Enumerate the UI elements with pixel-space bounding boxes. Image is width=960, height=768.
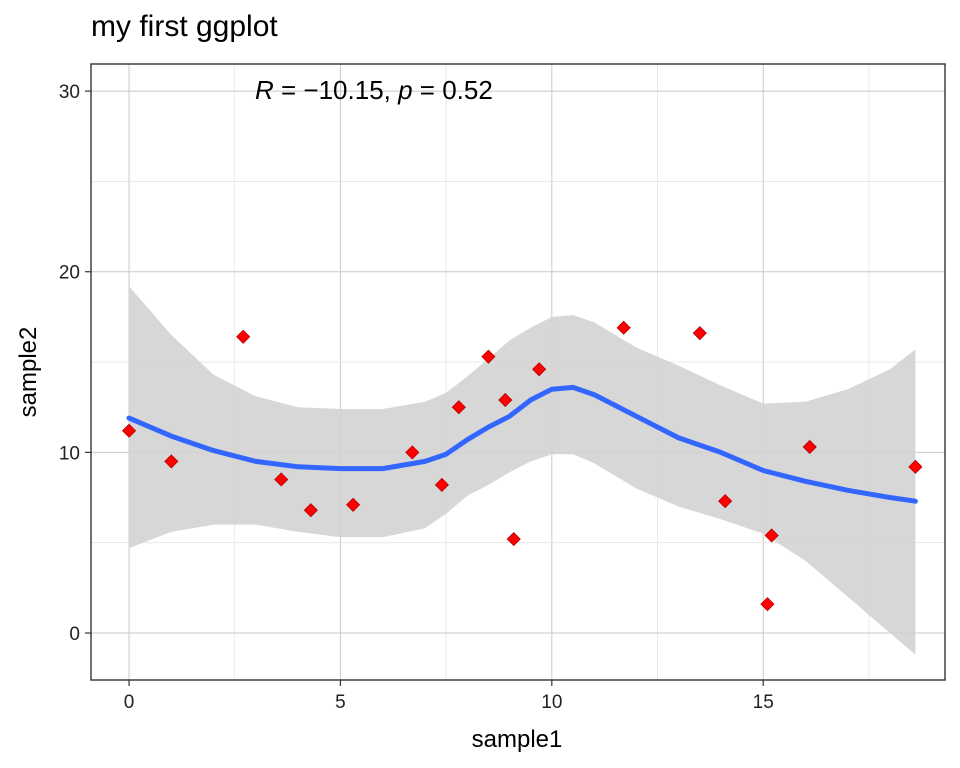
points-layer: [121, 320, 923, 612]
x-tick-label: 0: [124, 692, 135, 713]
data-point: [164, 454, 179, 469]
correlation-annotation: R = −10.15, p = 0.52: [255, 75, 493, 105]
r-label: R: [255, 75, 274, 105]
x-tick-label: 5: [335, 692, 346, 713]
p-value: = 0.52: [413, 75, 493, 105]
data-point: [692, 326, 707, 341]
data-point: [760, 597, 775, 612]
p-label: p: [397, 75, 412, 105]
data-point: [346, 497, 361, 512]
y-tick-label: 30: [59, 82, 80, 103]
data-point: [121, 423, 137, 438]
confidence-ribbon: [129, 286, 916, 655]
smooth-line-layer: [126, 384, 918, 504]
data-point: [451, 400, 466, 415]
data-point: [481, 349, 496, 364]
data-point: [506, 532, 521, 547]
data-point: [405, 445, 420, 460]
data-point: [802, 439, 817, 455]
chart-title: my first ggplot: [91, 10, 278, 43]
data-point: [908, 459, 923, 474]
data-point: [532, 362, 547, 377]
y-tick-label: 0: [69, 624, 80, 645]
data-point: [236, 329, 251, 344]
x-tick-label: 15: [753, 692, 774, 713]
data-point: [616, 320, 631, 335]
data-point: [498, 392, 513, 408]
data-point: [274, 472, 289, 487]
x-axis-label: sample1: [472, 726, 563, 753]
smooth-line: [126, 384, 918, 504]
ticks-layer: 0 5 10 15 0 10 20 30: [59, 82, 774, 713]
x-tick-label: 10: [541, 692, 562, 713]
y-tick-label: 10: [59, 443, 80, 464]
data-point: [303, 503, 318, 518]
data-point: [764, 528, 779, 543]
data-point: [434, 477, 449, 492]
confidence-ribbon-layer: [129, 286, 916, 655]
y-axis-label: sample2: [15, 327, 42, 418]
y-tick-label: 20: [59, 263, 80, 284]
panel-border: [90, 63, 946, 681]
data-point: [718, 494, 733, 509]
r-value: = −10.15,: [274, 75, 398, 105]
